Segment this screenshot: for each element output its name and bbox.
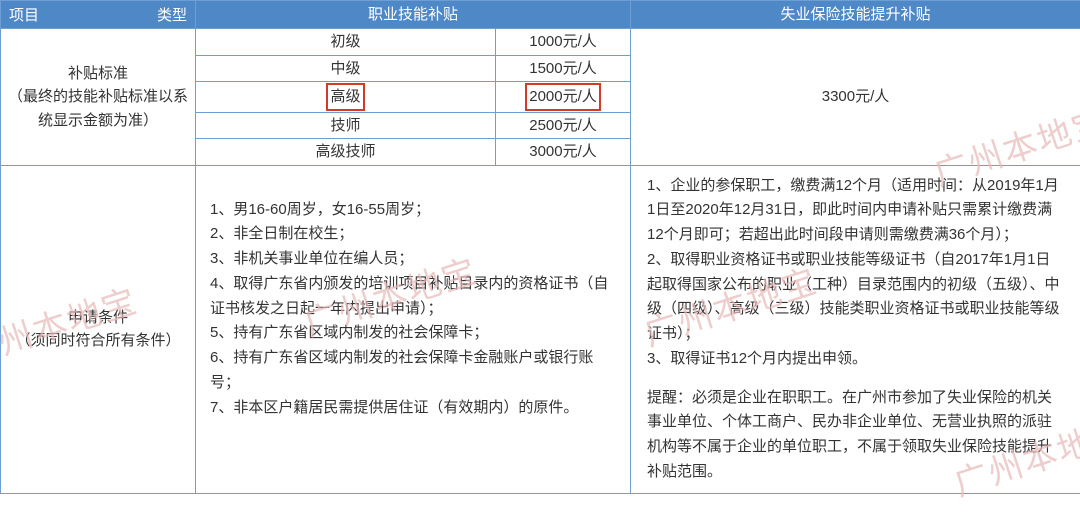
table-wrap: 项目 类型 职业技能补贴 失业保险技能提升补贴 补贴标准 （最终的技能补贴标准以… <box>0 0 1080 531</box>
cond-col2-item: 4、取得广东省内颁发的培训项目补贴目录内的资格证书（自证书核发之日起一年内提出申… <box>210 272 616 322</box>
std-level-3-name: 技师 <box>196 113 496 139</box>
std-level-4-name: 高级技师 <box>196 139 496 165</box>
std-label-1: 补贴标准 <box>7 62 189 85</box>
cond-col2-list: 1、男16-60周岁，女16-55周岁； 2、非全日制在校生； 3、非机关事业单… <box>202 168 624 425</box>
cond-col2-item: 1、男16-60周岁，女16-55周岁； <box>210 198 616 223</box>
std-level-4-amount: 3000元/人 <box>496 139 631 165</box>
cond-col2-item: 6、持有广东省区域内制发的社会保障卡金融账户或银行账号； <box>210 346 616 396</box>
cond-col3-notice: 提醒：必须是企业在职职工。在广州市参加了失业保险的机关事业单位、个体工商户、民办… <box>647 386 1064 485</box>
std-label-cell: 补贴标准 （最终的技能补贴标准以系统显示金额为准） <box>1 29 196 165</box>
std-level-2-amount-text: 2000元/人 <box>529 88 597 105</box>
header-col2: 职业技能补贴 <box>196 1 631 29</box>
cond-col2-item: 5、持有广东省区域内制发的社会保障卡； <box>210 321 616 346</box>
std-level-2-amount: 2000元/人 <box>496 81 631 112</box>
std-unemp-amount: 3300元/人 <box>631 29 1080 165</box>
highlight-box-level: 高级 <box>326 83 364 111</box>
header-project-label: 项目 <box>9 4 39 27</box>
header-col3: 失业保险技能提升补贴 <box>631 1 1080 29</box>
std-level-3-amount: 2500元/人 <box>496 113 631 139</box>
cond-row: 申请条件 （须同时符合所有条件） 1、男16-60周岁，女16-55周岁； 2、… <box>1 165 1080 493</box>
std-level-2-name-text: 高级 <box>330 88 360 105</box>
cond-col2-item: 2、非全日制在校生； <box>210 222 616 247</box>
cond-col3-item: 3、取得证书12个月内提出申领。 <box>647 347 1064 372</box>
cond-label-cell: 申请条件 （须同时符合所有条件） <box>1 165 196 493</box>
header-row: 项目 类型 职业技能补贴 失业保险技能提升补贴 <box>1 1 1080 29</box>
std-level-0-amount: 1000元/人 <box>496 29 631 55</box>
cond-col3-item: 1、企业的参保职工，缴费满12个月（适用时间：从2019年1月1日至2020年1… <box>647 174 1064 248</box>
cond-col3-cell: 1、企业的参保职工，缴费满12个月（适用时间：从2019年1月1日至2020年1… <box>631 165 1080 493</box>
cond-col3-list: 1、企业的参保职工，缴费满12个月（适用时间：从2019年1月1日至2020年1… <box>637 168 1074 491</box>
cond-col2-item: 3、非机关事业单位在编人员； <box>210 247 616 272</box>
std-row-0: 补贴标准 （最终的技能补贴标准以系统显示金额为准） 初级 1000元/人 330… <box>1 29 1080 55</box>
std-level-1-name: 中级 <box>196 55 496 81</box>
cond-col2-cell: 1、男16-60周岁，女16-55周岁； 2、非全日制在校生； 3、非机关事业单… <box>196 165 631 493</box>
std-level-2-name: 高级 <box>196 81 496 112</box>
std-level-0-name: 初级 <box>196 29 496 55</box>
cond-col3-item: 2、取得职业资格证书或职业技能等级证书（自2017年1月1日起取得国家公布的职业… <box>647 248 1064 347</box>
subsidy-table: 项目 类型 职业技能补贴 失业保险技能提升补贴 补贴标准 （最终的技能补贴标准以… <box>0 0 1080 494</box>
cond-label-2: （须同时符合所有条件） <box>7 329 189 352</box>
header-type-label: 类型 <box>157 4 187 27</box>
header-project-type: 项目 类型 <box>1 1 196 29</box>
cond-col2-item: 7、非本区户籍居民需提供居住证（有效期内）的原件。 <box>210 396 616 421</box>
std-level-1-amount: 1500元/人 <box>496 55 631 81</box>
highlight-box-amount: 2000元/人 <box>525 83 601 111</box>
cond-label-1: 申请条件 <box>7 306 189 329</box>
std-label-2: （最终的技能补贴标准以系统显示金额为准） <box>7 85 189 132</box>
